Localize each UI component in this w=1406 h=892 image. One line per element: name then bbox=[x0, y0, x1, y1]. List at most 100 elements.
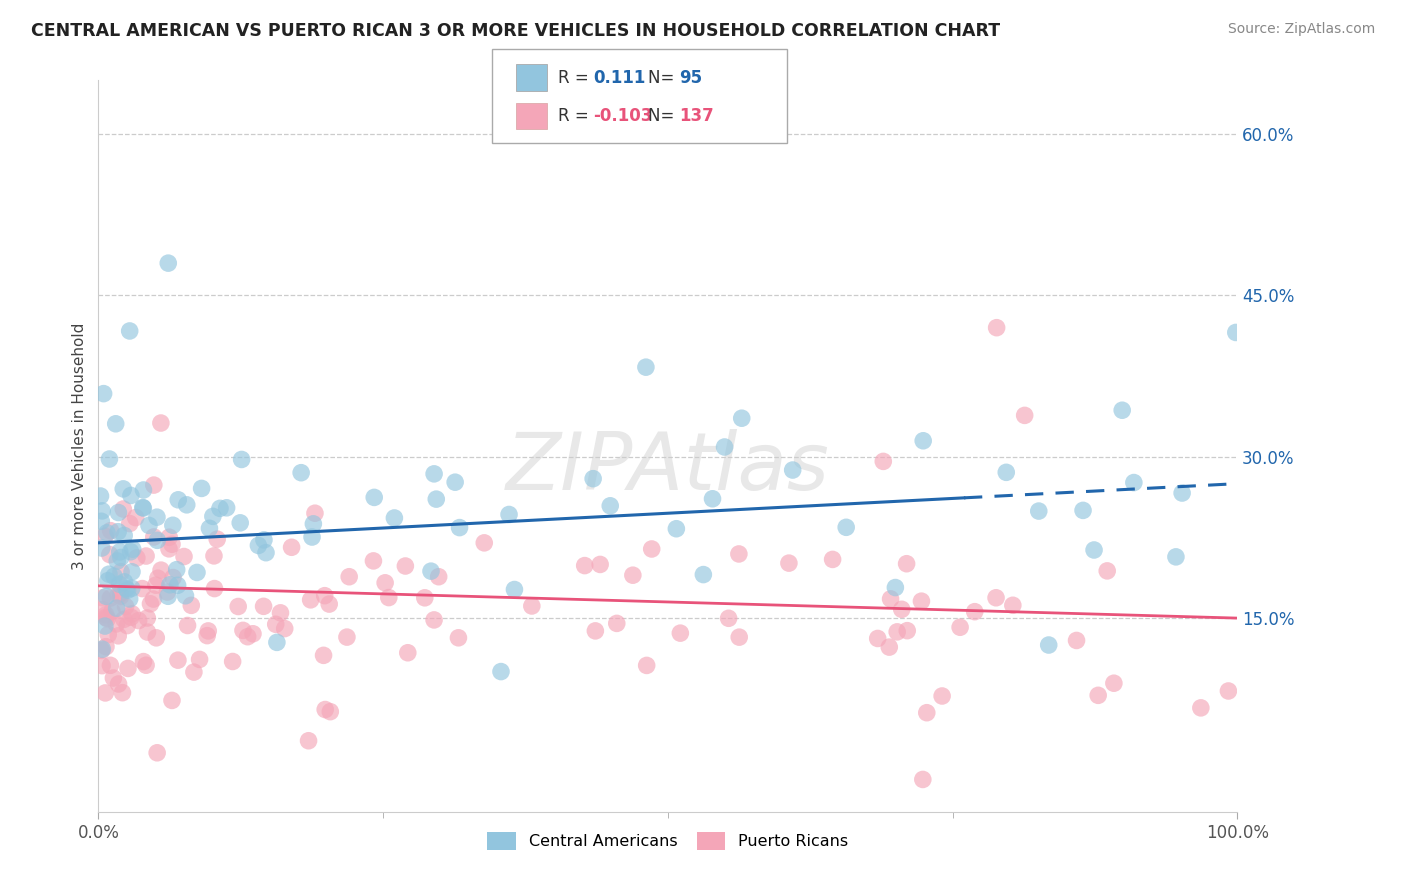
Point bbox=[299, 592, 322, 607]
Point bbox=[394, 559, 416, 574]
Point bbox=[146, 571, 169, 585]
Text: N=: N= bbox=[648, 69, 679, 87]
Text: Source: ZipAtlas.com: Source: ZipAtlas.com bbox=[1227, 22, 1375, 37]
Point bbox=[107, 506, 129, 520]
Point bbox=[665, 522, 688, 536]
Point bbox=[120, 488, 142, 502]
Point bbox=[782, 463, 804, 477]
Point bbox=[146, 533, 169, 548]
Point bbox=[363, 554, 385, 568]
Text: -0.103: -0.103 bbox=[593, 107, 652, 125]
Point bbox=[226, 599, 249, 614]
Point bbox=[396, 646, 419, 660]
Point bbox=[835, 520, 858, 534]
Point bbox=[142, 592, 165, 607]
Text: CENTRAL AMERICAN VS PUERTO RICAN 3 OR MORE VEHICLES IN HOUSEHOLD CORRELATION CHA: CENTRAL AMERICAN VS PUERTO RICAN 3 OR MO… bbox=[31, 22, 1000, 40]
Point bbox=[186, 566, 208, 580]
Point bbox=[236, 630, 259, 644]
Point bbox=[247, 538, 270, 552]
Point bbox=[274, 622, 297, 636]
Point bbox=[98, 452, 121, 467]
Point bbox=[201, 509, 224, 524]
Point bbox=[254, 546, 277, 560]
Point bbox=[636, 658, 658, 673]
Point bbox=[886, 624, 908, 639]
Point bbox=[489, 665, 512, 679]
Point bbox=[117, 618, 139, 632]
Point bbox=[896, 624, 918, 638]
Point bbox=[104, 417, 127, 431]
Point bbox=[97, 574, 120, 588]
Point bbox=[641, 541, 664, 556]
Point bbox=[121, 607, 143, 621]
Point bbox=[1071, 503, 1094, 517]
Text: R =: R = bbox=[558, 69, 595, 87]
Point bbox=[128, 614, 150, 628]
Point bbox=[167, 653, 190, 667]
Point bbox=[669, 626, 692, 640]
Point bbox=[312, 648, 335, 663]
Point bbox=[146, 746, 169, 760]
Point bbox=[100, 591, 122, 605]
Point bbox=[583, 624, 606, 638]
Point bbox=[136, 611, 159, 625]
Point bbox=[94, 619, 117, 633]
Point bbox=[1014, 409, 1036, 423]
Point bbox=[1171, 486, 1194, 500]
Point bbox=[166, 563, 188, 577]
Point bbox=[94, 529, 117, 543]
Point bbox=[297, 733, 319, 747]
Point bbox=[132, 500, 155, 515]
Point bbox=[986, 320, 1008, 334]
Text: N=: N= bbox=[648, 107, 679, 125]
Text: R =: R = bbox=[558, 107, 595, 125]
Point bbox=[97, 567, 120, 582]
Point bbox=[384, 511, 406, 525]
Text: 137: 137 bbox=[679, 107, 714, 125]
Point bbox=[728, 630, 751, 644]
Point bbox=[520, 599, 543, 613]
Point bbox=[231, 452, 253, 467]
Point bbox=[105, 601, 128, 615]
Point bbox=[121, 582, 143, 596]
Point bbox=[117, 583, 139, 598]
Point bbox=[91, 591, 114, 605]
Point bbox=[159, 578, 181, 592]
Legend: Central Americans, Puerto Ricans: Central Americans, Puerto Ricans bbox=[481, 825, 855, 856]
Point bbox=[90, 541, 112, 555]
Point bbox=[879, 591, 901, 606]
Point bbox=[318, 597, 340, 611]
Point bbox=[136, 625, 159, 640]
Point bbox=[121, 542, 143, 557]
Point bbox=[229, 516, 252, 530]
Point bbox=[100, 658, 122, 673]
Point bbox=[915, 706, 938, 720]
Point bbox=[884, 581, 907, 595]
Point bbox=[91, 642, 114, 657]
Point bbox=[821, 552, 844, 566]
Point bbox=[337, 570, 360, 584]
Point bbox=[877, 640, 900, 654]
Point bbox=[97, 627, 120, 641]
Point bbox=[105, 554, 128, 568]
Point bbox=[103, 671, 125, 685]
Point bbox=[589, 558, 612, 572]
Point bbox=[205, 532, 228, 546]
Point bbox=[890, 602, 912, 616]
Point bbox=[963, 605, 986, 619]
Point bbox=[264, 617, 287, 632]
Point bbox=[139, 597, 162, 611]
Point bbox=[157, 256, 180, 270]
Point bbox=[138, 518, 160, 533]
Point bbox=[190, 482, 212, 496]
Point bbox=[112, 528, 135, 542]
Point bbox=[232, 624, 254, 638]
Point bbox=[166, 578, 188, 592]
Point bbox=[1038, 638, 1060, 652]
Point bbox=[208, 501, 231, 516]
Point bbox=[118, 516, 141, 531]
Point bbox=[242, 627, 264, 641]
Point bbox=[252, 599, 274, 614]
Point bbox=[304, 506, 326, 520]
Point bbox=[728, 547, 751, 561]
